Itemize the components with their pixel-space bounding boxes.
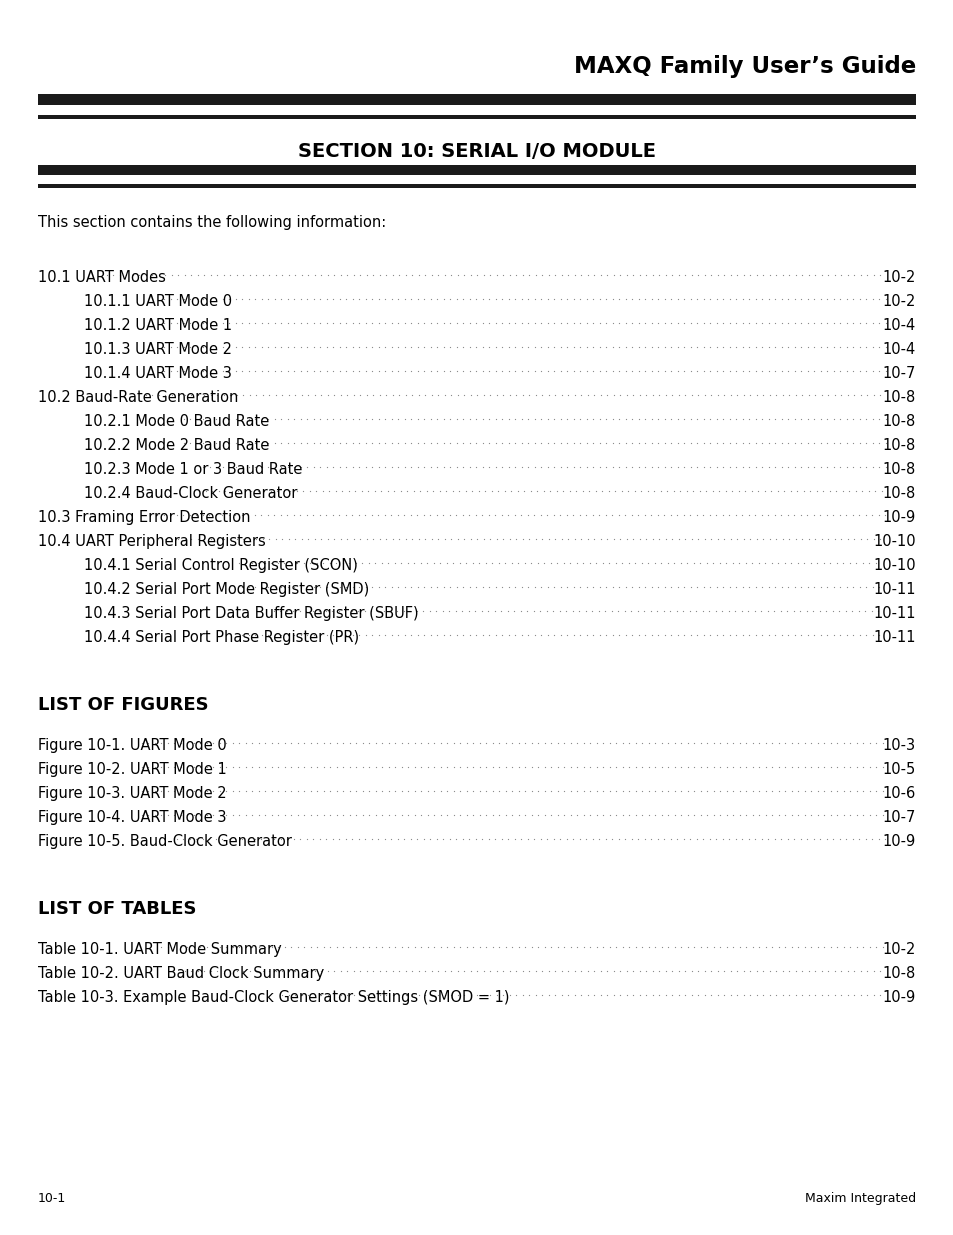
Text: Table 10-2. UART Baud Clock Summary: Table 10-2. UART Baud Clock Summary: [38, 966, 324, 981]
Text: 10.2.2 Mode 2 Baud Rate: 10.2.2 Mode 2 Baud Rate: [84, 438, 269, 453]
Text: 10-10: 10-10: [872, 558, 915, 573]
Text: 10.3 Framing Error Detection: 10.3 Framing Error Detection: [38, 510, 251, 525]
Text: 10-9: 10-9: [882, 834, 915, 848]
Text: 10-8: 10-8: [882, 462, 915, 477]
Text: This section contains the following information:: This section contains the following info…: [38, 215, 386, 230]
Text: 10.1 UART Modes: 10.1 UART Modes: [38, 270, 166, 285]
Text: Figure 10-1. UART Mode 0: Figure 10-1. UART Mode 0: [38, 739, 227, 753]
Text: 10.4 UART Peripheral Registers: 10.4 UART Peripheral Registers: [38, 534, 266, 550]
Text: MAXQ Family User’s Guide: MAXQ Family User’s Guide: [573, 56, 915, 78]
Text: 10.4.3 Serial Port Data Buffer Register (SBUF): 10.4.3 Serial Port Data Buffer Register …: [84, 606, 418, 621]
Bar: [38, 94, 915, 105]
Text: 10.1.1 UART Mode 0: 10.1.1 UART Mode 0: [84, 294, 232, 309]
Text: SECTION 10: SERIAL I/O MODULE: SECTION 10: SERIAL I/O MODULE: [297, 142, 656, 161]
Text: 10-2: 10-2: [882, 270, 915, 285]
Text: 10-10: 10-10: [872, 534, 915, 550]
Text: 10.2 Baud-Rate Generation: 10.2 Baud-Rate Generation: [38, 390, 238, 405]
Text: 10.1.2 UART Mode 1: 10.1.2 UART Mode 1: [84, 317, 232, 333]
Text: 10.2.3 Mode 1 or 3 Baud Rate: 10.2.3 Mode 1 or 3 Baud Rate: [84, 462, 302, 477]
Text: Figure 10-3. UART Mode 2: Figure 10-3. UART Mode 2: [38, 785, 227, 802]
Text: Table 10-3. Example Baud-Clock Generator Settings (SMOD = 1): Table 10-3. Example Baud-Clock Generator…: [38, 990, 509, 1005]
Text: 10-8: 10-8: [882, 390, 915, 405]
Text: 10-1: 10-1: [38, 1192, 66, 1205]
Text: 10-8: 10-8: [882, 414, 915, 429]
Bar: [38, 184, 915, 188]
Bar: [38, 115, 915, 119]
Text: Figure 10-2. UART Mode 1: Figure 10-2. UART Mode 1: [38, 762, 227, 777]
Bar: [38, 165, 915, 175]
Text: LIST OF FIGURES: LIST OF FIGURES: [38, 697, 209, 714]
Text: 10-4: 10-4: [882, 342, 915, 357]
Text: 10-8: 10-8: [882, 487, 915, 501]
Text: 10-2: 10-2: [882, 294, 915, 309]
Text: 10-2: 10-2: [882, 942, 915, 957]
Text: 10-9: 10-9: [882, 510, 915, 525]
Text: 10.4.2 Serial Port Mode Register (SMD): 10.4.2 Serial Port Mode Register (SMD): [84, 582, 369, 597]
Text: 10-11: 10-11: [873, 630, 915, 645]
Text: Maxim Integrated: Maxim Integrated: [804, 1192, 915, 1205]
Text: 10.2.1 Mode 0 Baud Rate: 10.2.1 Mode 0 Baud Rate: [84, 414, 269, 429]
Text: 10-7: 10-7: [882, 810, 915, 825]
Text: 10-9: 10-9: [882, 990, 915, 1005]
Text: 10.4.1 Serial Control Register (SCON): 10.4.1 Serial Control Register (SCON): [84, 558, 357, 573]
Text: 10-8: 10-8: [882, 966, 915, 981]
Text: 10-11: 10-11: [873, 582, 915, 597]
Text: 10.1.4 UART Mode 3: 10.1.4 UART Mode 3: [84, 366, 232, 382]
Text: 10-5: 10-5: [882, 762, 915, 777]
Text: 10.1.3 UART Mode 2: 10.1.3 UART Mode 2: [84, 342, 232, 357]
Text: Figure 10-4. UART Mode 3: Figure 10-4. UART Mode 3: [38, 810, 226, 825]
Text: 10-7: 10-7: [882, 366, 915, 382]
Text: 10-4: 10-4: [882, 317, 915, 333]
Text: Table 10-1. UART Mode Summary: Table 10-1. UART Mode Summary: [38, 942, 281, 957]
Text: 10-3: 10-3: [882, 739, 915, 753]
Text: 10.2.4 Baud-Clock Generator: 10.2.4 Baud-Clock Generator: [84, 487, 297, 501]
Text: 10-8: 10-8: [882, 438, 915, 453]
Text: 10-6: 10-6: [882, 785, 915, 802]
Text: Figure 10-5. Baud-Clock Generator: Figure 10-5. Baud-Clock Generator: [38, 834, 292, 848]
Text: 10.4.4 Serial Port Phase Register (PR): 10.4.4 Serial Port Phase Register (PR): [84, 630, 358, 645]
Text: LIST OF TABLES: LIST OF TABLES: [38, 900, 196, 918]
Text: 10-11: 10-11: [873, 606, 915, 621]
